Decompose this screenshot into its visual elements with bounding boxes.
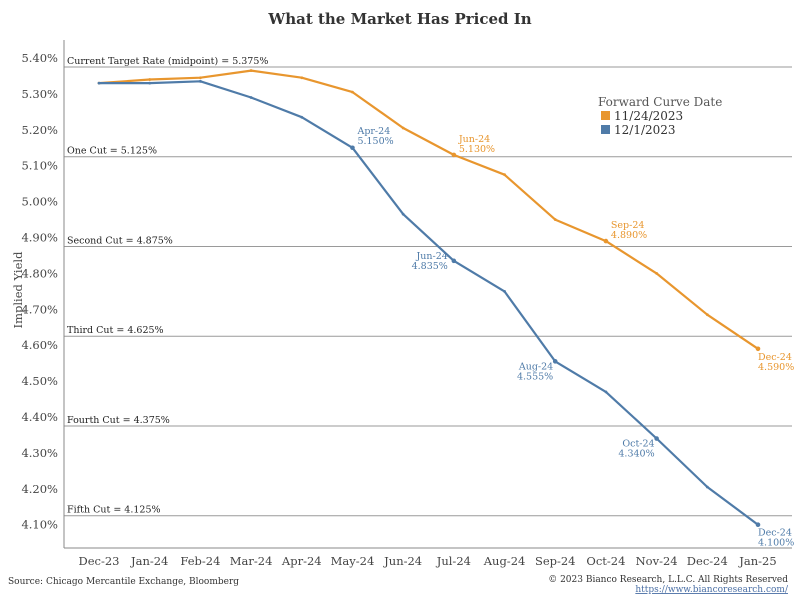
x-tick-label: Dec-23	[79, 554, 120, 568]
annotation-month: Sep-24	[611, 220, 645, 231]
annotation-month: Oct-24	[622, 439, 654, 450]
reference-line-label: Fifth Cut = 4.125%	[67, 505, 161, 516]
annotation-value: 4.555%	[517, 371, 553, 382]
x-tick-label: Nov-24	[636, 554, 678, 568]
data-point	[249, 96, 253, 99]
y-tick-label: 4.90%	[21, 231, 58, 245]
y-tick-label: 4.10%	[21, 518, 58, 532]
data-point	[705, 485, 709, 489]
annotation-value: 4.100%	[758, 538, 794, 549]
reference-line-label: Current Target Rate (midpoint) = 5.375%	[67, 56, 268, 67]
annotated-point	[451, 152, 457, 158]
reference-line-label: Fourth Cut = 4.375%	[67, 415, 170, 426]
data-point	[249, 69, 253, 72]
x-tick-label: Jan-25	[738, 554, 776, 568]
y-tick-label: 4.50%	[21, 374, 58, 388]
source-note: Source: Chicago Mercantile Exchange, Blo…	[8, 577, 239, 587]
data-point	[655, 272, 659, 275]
y-tick-label: 5.40%	[21, 51, 58, 65]
y-tick-label: 5.30%	[21, 87, 58, 101]
data-annotations: Apr-245.150% Jun-245.130%Sep-244.890%Jun-…	[350, 126, 794, 549]
y-tick-label: 4.30%	[21, 446, 58, 460]
legend: Forward Curve Date 11/24/2023 12/1/2023	[598, 95, 722, 137]
annotated-point	[755, 522, 761, 527]
reference-line-label: One Cut = 5.125%	[67, 146, 157, 157]
annotation-value: 4.890%	[611, 230, 647, 241]
data-point	[97, 81, 101, 85]
x-tick-label: Jan-24	[130, 554, 168, 568]
annotated-point	[350, 145, 355, 151]
y-tick-label: 4.40%	[21, 410, 58, 424]
legend-swatch-nov24	[601, 111, 610, 120]
annotation-month: Aug-24	[518, 361, 553, 372]
series-lines	[97, 69, 760, 527]
annotation-value: 4.340%	[618, 449, 654, 460]
data-point	[148, 78, 152, 81]
reference-line-label: Second Cut = 4.875%	[67, 235, 173, 246]
data-point	[705, 313, 709, 317]
x-tick-label: Oct-24	[586, 554, 625, 568]
y-tick-label: 4.60%	[21, 338, 58, 352]
x-tick-label: Jul-24	[436, 554, 471, 568]
reference-lines: Current Target Rate (midpoint) = 5.375% O…	[64, 56, 792, 517]
annotation-month: Jun-24	[458, 134, 490, 145]
annotation-value: 4.835%	[412, 261, 448, 272]
legend-label-nov24: 11/24/2023	[614, 109, 683, 123]
y-tick-label: 5.00%	[21, 195, 58, 209]
data-point	[148, 81, 152, 85]
annotation-month: Apr-24	[356, 126, 390, 137]
series-line-1	[99, 80, 759, 526]
data-point	[503, 173, 506, 177]
annotation-month: Jun-24	[416, 251, 448, 262]
annotated-point	[603, 238, 609, 244]
data-point	[198, 76, 202, 80]
legend-title: Forward Curve Date	[598, 95, 722, 109]
series-line-0	[98, 69, 759, 350]
annotation-value: 4.590%	[758, 362, 794, 373]
reference-line-label: Third Cut = 4.625%	[67, 325, 164, 336]
data-point	[604, 390, 608, 394]
chart-title: What the Market Has Priced In	[267, 10, 531, 28]
data-point	[401, 212, 405, 216]
y-tick-label: 4.20%	[21, 482, 58, 496]
axes: 5.40% 5.30% 5.20% 5.10% 5.00% 4.90% 4.80% 4.70%…	[21, 40, 792, 568]
annotated-point	[654, 436, 659, 441]
x-tick-label: Jun-24	[383, 554, 422, 568]
annotated-point	[451, 258, 457, 264]
y-tick-label: 4.80%	[21, 266, 58, 280]
y-axis-label: Implied Yield	[11, 251, 25, 329]
annotation-value: 5.130%	[459, 144, 495, 155]
x-tick-label: Sep-24	[535, 554, 576, 568]
y-tick-label: 4.70%	[21, 302, 58, 316]
data-point	[300, 115, 304, 119]
x-tick-label: May-24	[331, 554, 375, 568]
data-point	[198, 79, 202, 83]
data-point	[351, 90, 354, 94]
legend-swatch-dec1	[601, 125, 610, 134]
annotation-month: Dec-24	[758, 352, 792, 363]
annotated-point	[552, 359, 558, 364]
data-point	[401, 126, 405, 130]
annotation-month: Dec-24	[758, 528, 792, 539]
annotated-point	[755, 346, 761, 352]
data-point	[553, 218, 557, 221]
copyright-note: © 2023 Bianco Research, L.L.C. All Right…	[548, 575, 788, 585]
y-tick-label: 5.20%	[21, 123, 58, 137]
x-tick-label: Dec-24	[687, 554, 728, 568]
website-link[interactable]: https://www.biancoresearch.com/	[635, 585, 789, 595]
legend-label-dec1: 12/1/2023	[614, 123, 676, 137]
x-tick-label: Aug-24	[483, 554, 526, 568]
data-point	[503, 289, 506, 293]
data-point	[300, 76, 304, 80]
x-tick-label: Feb-24	[180, 554, 220, 568]
annotation-value: 5.150%	[357, 136, 393, 147]
y-tick-label: 5.10%	[21, 159, 58, 173]
x-tick-label: Apr-24	[281, 554, 322, 568]
x-tick-label: Mar-24	[230, 554, 273, 568]
